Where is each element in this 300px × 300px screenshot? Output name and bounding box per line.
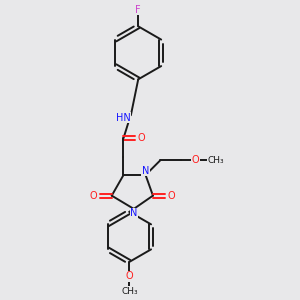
Text: O: O xyxy=(138,133,146,143)
Text: F: F xyxy=(135,4,141,14)
Text: O: O xyxy=(89,190,97,201)
Text: O: O xyxy=(168,190,176,201)
Text: N: N xyxy=(142,166,149,176)
Text: HN: HN xyxy=(116,112,131,123)
Text: O: O xyxy=(192,155,200,165)
Text: N: N xyxy=(130,208,137,218)
Text: CH₃: CH₃ xyxy=(208,156,225,165)
Text: O: O xyxy=(126,271,133,281)
Text: CH₃: CH₃ xyxy=(121,287,138,296)
